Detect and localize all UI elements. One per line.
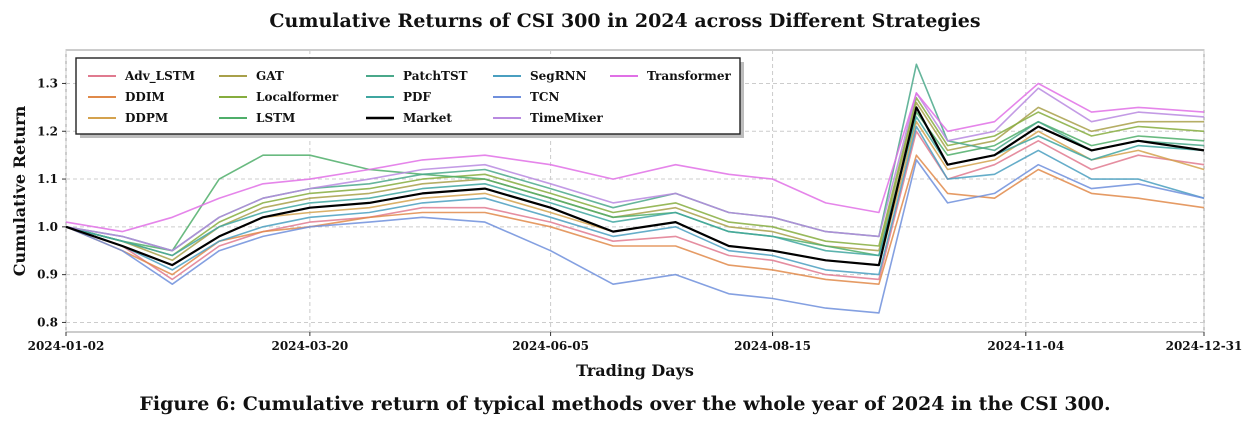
series-lines <box>65 63 1205 314</box>
series-line-segrnn <box>65 125 1205 276</box>
legend-item: PDF <box>366 90 431 104</box>
legend-label: GAT <box>256 69 284 83</box>
legend-item: Transformer <box>610 69 731 83</box>
y-axis: 0.8 0.9 1.0 1.1 1.2 1.3 <box>37 76 66 329</box>
legend-label: Transformer <box>647 69 731 83</box>
series-line-market <box>65 106 1205 267</box>
legend-label: TCN <box>530 90 559 104</box>
x-tick-label: 2024-03-20 <box>271 339 348 353</box>
legend-label: Market <box>403 111 452 125</box>
y-axis-label: Cumulative Return <box>10 105 29 276</box>
legend-item: DDPM <box>88 111 168 125</box>
series-line-adv-lstm <box>65 130 1205 281</box>
legend-item: Localformer <box>219 90 339 104</box>
legend-label: PatchTST <box>403 69 468 83</box>
legend-box <box>75 57 741 135</box>
y-tick-label: 1.2 <box>37 124 58 138</box>
x-axis: 2024-01-02 2024-03-20 2024-06-05 2024-08-15… <box>28 332 1243 353</box>
legend-item: Adv_LSTM <box>88 69 195 84</box>
x-tick-label: 2024-11-04 <box>987 339 1064 353</box>
series-line-gat <box>65 101 1204 262</box>
legend-label: PDF <box>403 90 431 104</box>
legend-item: TCN <box>493 90 559 104</box>
legend-item: LSTM <box>219 111 295 125</box>
x-tick-label: 2024-01-02 <box>28 339 105 353</box>
legend-label: Localformer <box>256 90 339 104</box>
legend-item: PatchTST <box>366 69 468 83</box>
series-line-ddim <box>65 154 1205 285</box>
legend-item: GAT <box>219 69 284 83</box>
legend-label: SegRNN <box>530 69 587 83</box>
figure-caption: Figure 6: Cumulative return of typical m… <box>139 393 1111 415</box>
y-tick-label: 1.0 <box>37 220 58 234</box>
legend-item: TimeMixer <box>493 111 603 125</box>
legend-label: TimeMixer <box>530 111 603 125</box>
x-tick-label: 2024-08-15 <box>734 339 811 353</box>
y-tick-label: 1.1 <box>37 172 58 186</box>
legend-label: DDPM <box>125 111 168 125</box>
series-line-timemixer <box>65 87 1205 252</box>
legend-label: Adv_LSTM <box>124 69 195 84</box>
legend-item: Market <box>366 111 452 125</box>
chart-title: Cumulative Returns of CSI 300 in 2024 ac… <box>269 10 981 32</box>
legend-label: DDIM <box>125 90 165 104</box>
legend-item: DDIM <box>88 90 165 104</box>
series-line-transformer <box>65 82 1205 233</box>
series-line-pdf <box>65 116 1205 257</box>
y-tick-label: 1.3 <box>37 76 58 90</box>
series-line-tcn <box>65 159 1205 314</box>
y-tick-label: 0.8 <box>37 315 58 329</box>
x-tick-label: 2024-06-05 <box>512 339 589 353</box>
y-tick-label: 0.9 <box>37 268 58 282</box>
series-line-localformer <box>65 97 1205 257</box>
legend-item: SegRNN <box>493 69 587 83</box>
x-axis-label: Trading Days <box>576 361 694 380</box>
legend: Adv_LSTM DDIM DDPM GAT Localformer LSTM PatchT… <box>75 57 744 138</box>
x-tick-label: 2024-12-31 <box>1166 339 1243 353</box>
legend-label: LSTM <box>256 111 295 125</box>
